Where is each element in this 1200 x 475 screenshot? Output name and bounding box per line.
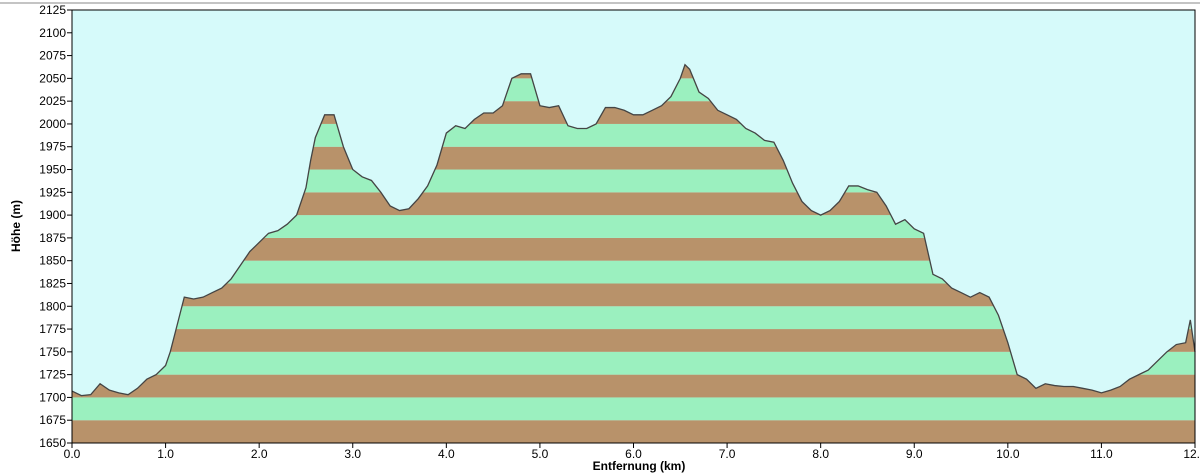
y-axis-title: Höhe (m) <box>9 200 23 252</box>
x-tick-label: 7.0 <box>719 447 736 461</box>
y-tick-label: 1975 <box>39 140 66 154</box>
x-tick-label: 0.0 <box>64 447 81 461</box>
x-tick-label: 6.0 <box>625 447 642 461</box>
x-tick-label: 10.0 <box>996 447 1020 461</box>
y-tick-label: 2025 <box>39 94 66 108</box>
stripe <box>72 374 1195 398</box>
stripe <box>72 260 1195 284</box>
y-tick-label: 1825 <box>39 276 66 290</box>
y-tick-label: 1750 <box>39 345 66 359</box>
x-tick-label: 1.0 <box>157 447 174 461</box>
y-tick-label: 1775 <box>39 322 66 336</box>
stripe <box>72 329 1195 352</box>
y-tick-label: 2050 <box>39 71 66 85</box>
x-tick-label: 8.0 <box>812 447 829 461</box>
x-tick-label: 12.0 <box>1183 447 1200 461</box>
x-tick-label: 3.0 <box>344 447 361 461</box>
y-tick-label: 1700 <box>39 390 66 404</box>
x-tick-label: 2.0 <box>251 447 268 461</box>
y-tick-label: 1875 <box>39 231 66 245</box>
y-tick-label: 1900 <box>39 208 66 222</box>
y-tick-label: 2075 <box>39 49 66 63</box>
stripe <box>72 283 1195 307</box>
x-tick-label: 5.0 <box>532 447 549 461</box>
x-tick-label: 11.0 <box>1090 447 1113 461</box>
y-tick-label: 1675 <box>39 413 66 427</box>
y-tick-label: 1850 <box>39 254 66 268</box>
x-tick-label: 4.0 <box>438 447 455 461</box>
y-tick-label: 1650 <box>39 436 66 450</box>
y-tick-label: 1925 <box>39 185 66 199</box>
stripe <box>72 237 1195 261</box>
x-tick-label: 9.0 <box>906 447 923 461</box>
y-tick-label: 2000 <box>39 117 66 131</box>
stripe <box>72 351 1195 375</box>
y-tick-label: 2100 <box>39 26 66 40</box>
y-tick-label: 2125 <box>39 3 66 17</box>
x-axis-title: Entfernung (km) <box>593 459 686 473</box>
stripe <box>72 420 1195 443</box>
y-tick-label: 1725 <box>39 368 66 382</box>
y-tick-label: 1800 <box>39 299 66 313</box>
elevation-line <box>71 63 1196 397</box>
stripe <box>72 397 1195 421</box>
stripe <box>72 306 1195 330</box>
y-tick-label: 1950 <box>39 163 66 177</box>
